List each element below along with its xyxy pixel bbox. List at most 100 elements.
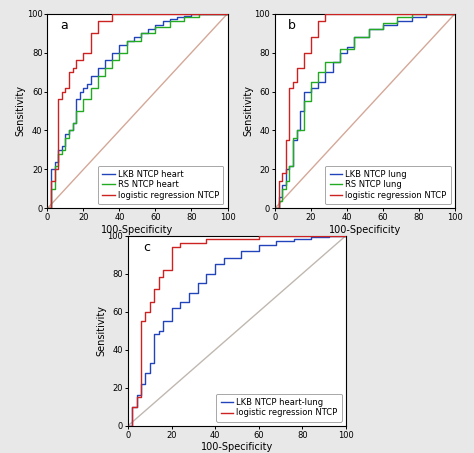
RS NTCP heart [225, 11, 230, 16]
RS NTCP lung [308, 79, 314, 84]
RS NTCP lung [294, 135, 300, 141]
logistic regression NTCP [301, 65, 307, 71]
RS NTCP heart [109, 65, 115, 71]
logistic regression NTCP [308, 50, 314, 55]
RS NTCP lung [322, 69, 328, 75]
logistic regression NTCP [109, 19, 115, 24]
logistic regression NTCP [124, 11, 129, 16]
LKB NTCP heart-lung [134, 393, 139, 398]
LKB NTCP lung [286, 167, 292, 172]
LKB NTCP lung [423, 11, 429, 16]
RS NTCP lung [315, 79, 321, 84]
logistic regression NTCP [177, 241, 183, 246]
LKB NTCP lung [276, 194, 282, 199]
Line: LKB NTCP lung: LKB NTCP lung [275, 14, 455, 208]
LKB NTCP heart-lung [238, 255, 244, 261]
logistic regression NTCP [315, 34, 321, 40]
logistic regression NTCP [63, 85, 68, 90]
LKB NTCP heart-lung [177, 305, 183, 311]
LKB NTCP lung [283, 182, 289, 188]
RS NTCP lung [351, 46, 357, 51]
LKB NTCP lung [294, 138, 300, 143]
LKB NTCP heart [55, 159, 61, 164]
LKB NTCP heart-lung [186, 299, 192, 305]
logistic regression NTCP [210, 11, 216, 16]
logistic regression NTCP [294, 65, 300, 71]
logistic regression NTCP [147, 299, 153, 305]
logistic regression NTCP [48, 178, 54, 184]
logistic regression NTCP [452, 11, 458, 16]
LKB NTCP lung [337, 60, 343, 65]
RS NTCP heart [55, 151, 61, 157]
logistic regression NTCP [204, 241, 210, 246]
logistic regression NTCP [276, 206, 282, 211]
RS NTCP heart [153, 24, 158, 30]
LKB NTCP lung [301, 89, 307, 94]
LKB NTCP lung [344, 50, 350, 55]
logistic regression NTCP [48, 206, 54, 211]
LKB NTCP heart-lung [212, 271, 218, 276]
logistic regression NTCP [151, 299, 157, 305]
logistic regression NTCP [81, 50, 86, 55]
RS NTCP heart [59, 147, 64, 153]
RS NTCP lung [452, 11, 458, 16]
RS NTCP lung [286, 163, 292, 168]
logistic regression NTCP [196, 11, 201, 16]
X-axis label: 100-Specificity: 100-Specificity [329, 225, 401, 235]
Y-axis label: Sensitivity: Sensitivity [243, 86, 253, 136]
RS NTCP lung [380, 21, 386, 26]
LKB NTCP heart-lung [160, 318, 166, 324]
Y-axis label: Sensitivity: Sensitivity [96, 305, 106, 356]
logistic regression NTCP [45, 206, 50, 211]
RS NTCP lung [279, 186, 285, 192]
LKB NTCP lung [351, 34, 357, 40]
LKB NTCP lung [279, 182, 285, 188]
LKB NTCP heart-lung [143, 381, 148, 387]
LKB NTCP lung [337, 50, 343, 55]
RS NTCP heart [102, 65, 108, 71]
logistic regression NTCP [95, 19, 100, 24]
logistic regression NTCP [52, 167, 57, 172]
logistic regression NTCP [129, 423, 135, 429]
LKB NTCP heart-lung [143, 370, 148, 375]
logistic regression NTCP [279, 178, 285, 184]
RS NTCP heart [182, 15, 187, 20]
logistic regression NTCP [55, 96, 61, 102]
LKB NTCP heart-lung [343, 233, 349, 238]
RS NTCP lung [366, 34, 372, 40]
logistic regression NTCP [59, 89, 64, 94]
logistic regression NTCP [290, 79, 296, 84]
logistic regression NTCP [134, 395, 139, 400]
LKB NTCP lung [290, 163, 296, 168]
LKB NTCP heart-lung [212, 261, 218, 267]
RS NTCP heart [63, 147, 68, 153]
RS NTCP heart [70, 120, 75, 125]
logistic regression NTCP [272, 206, 278, 211]
logistic regression NTCP [283, 138, 289, 143]
Legend: LKB NTCP heart, RS NTCP heart, logistic regression NTCP: LKB NTCP heart, RS NTCP heart, logistic … [98, 165, 223, 204]
Legend: LKB NTCP heart-lung, logistic regression NTCP: LKB NTCP heart-lung, logistic regression… [217, 394, 342, 422]
RS NTCP heart [88, 85, 93, 90]
LKB NTCP heart-lung [134, 404, 139, 410]
LKB NTCP heart-lung [291, 236, 297, 242]
RS NTCP heart [63, 135, 68, 141]
logistic regression NTCP [125, 423, 131, 429]
logistic regression NTCP [182, 11, 187, 16]
logistic regression NTCP [66, 69, 72, 75]
logistic regression NTCP [153, 11, 158, 16]
logistic regression NTCP [196, 11, 201, 16]
LKB NTCP lung [279, 194, 285, 199]
logistic regression NTCP [256, 233, 262, 238]
RS NTCP lung [315, 69, 321, 75]
LKB NTCP heart-lung [129, 423, 135, 429]
Text: c: c [143, 241, 150, 254]
logistic regression NTCP [337, 11, 343, 16]
logistic regression NTCP [337, 11, 343, 16]
LKB NTCP lung [276, 206, 282, 211]
LKB NTCP lung [394, 19, 400, 24]
LKB NTCP heart-lung [221, 261, 227, 267]
logistic regression NTCP [315, 19, 321, 24]
LKB NTCP lung [366, 26, 372, 32]
logistic regression NTCP [177, 244, 183, 250]
logistic regression NTCP [256, 236, 262, 242]
